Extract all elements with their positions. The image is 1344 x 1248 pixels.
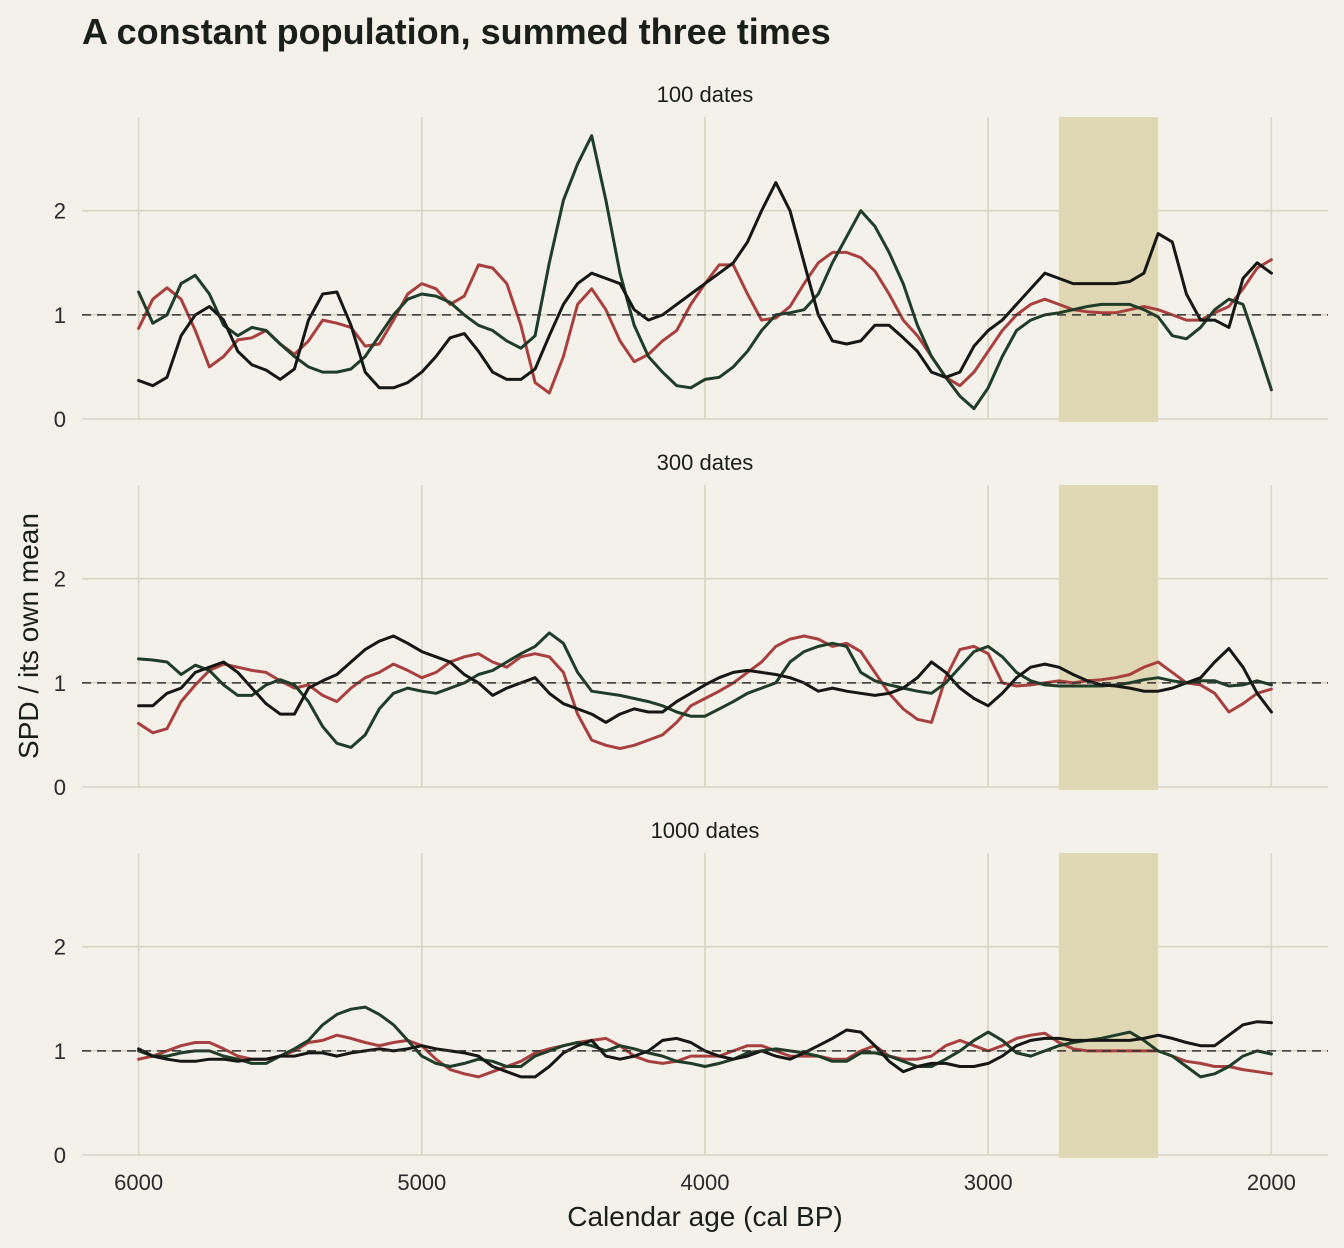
x-axis-ticks: 6000 5000 4000 3000 2000 — [114, 1170, 1296, 1195]
panel-300-dates: 300 dates 0 1 2 — [54, 450, 1328, 800]
x-tick-label: 6000 — [114, 1170, 163, 1195]
panel-100-dates: 100 dates 0 1 2 — [54, 82, 1328, 432]
y-tick-label: 2 — [54, 567, 66, 592]
x-tick-label: 4000 — [681, 1170, 730, 1195]
series-line-black — [137, 634, 1273, 724]
x-tick-label: 5000 — [397, 1170, 446, 1195]
highlight-band — [1058, 853, 1159, 1158]
chart-title: A constant population, summed three time… — [82, 11, 831, 52]
highlight-band — [1058, 485, 1159, 790]
y-tick-label: 0 — [54, 407, 66, 432]
y-tick-label: 2 — [54, 935, 66, 960]
y-tick-label: 1 — [54, 1039, 66, 1064]
series-line-green — [137, 134, 1273, 411]
panel-label: 1000 dates — [651, 818, 760, 843]
series-line-black — [137, 181, 1273, 390]
series-line-red — [137, 634, 1273, 750]
series-line-red — [137, 1031, 1273, 1079]
highlight-band — [1058, 117, 1159, 422]
y-axis-title: SPD / its own mean — [13, 513, 44, 759]
panel-label: 300 dates — [657, 450, 754, 475]
y-tick-label: 0 — [54, 775, 66, 800]
panel-1000-dates: 1000 dates 0 1 2 — [54, 818, 1328, 1168]
y-tick-label: 2 — [54, 199, 66, 224]
series-line-green — [137, 631, 1273, 749]
y-tick-label: 1 — [54, 303, 66, 328]
y-tick-label: 0 — [54, 1143, 66, 1168]
x-tick-label: 3000 — [964, 1170, 1013, 1195]
y-tick-label: 1 — [54, 671, 66, 696]
x-axis-title: Calendar age (cal BP) — [567, 1201, 842, 1232]
x-tick-label: 2000 — [1247, 1170, 1296, 1195]
panel-label: 100 dates — [657, 82, 754, 107]
